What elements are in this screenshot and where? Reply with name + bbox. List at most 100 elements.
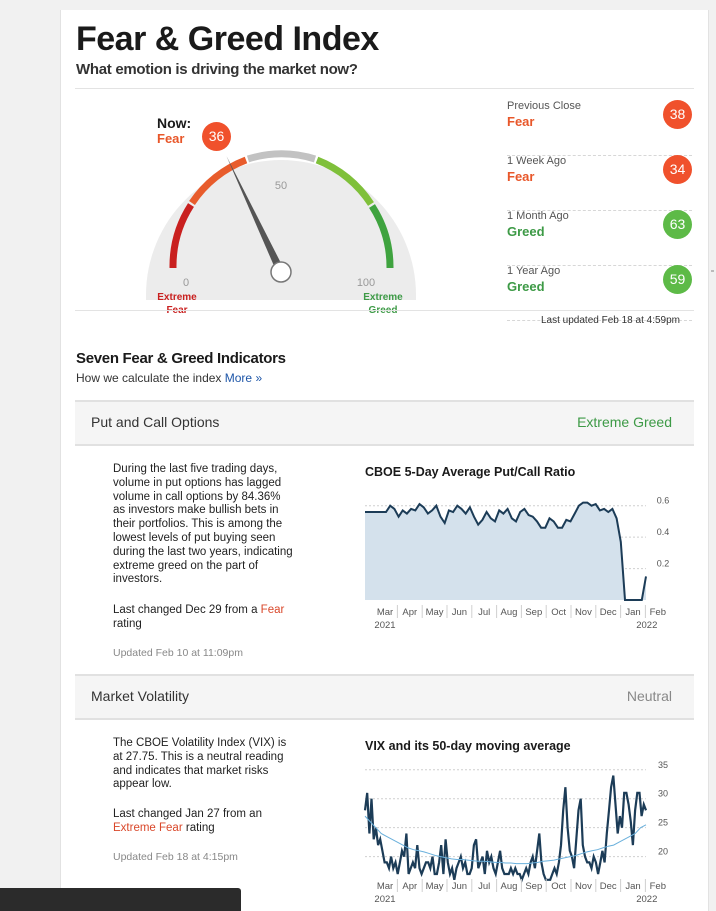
history-label: 1 Week Ago	[507, 155, 567, 167]
x-tick-label: Jun	[452, 607, 467, 618]
x-tick-label: Oct	[551, 881, 566, 892]
history-score-badge: 63	[663, 210, 692, 239]
vix-chart: 35 30 25 20 Mar Apr May Jun Jul Aug Sep Oct Nov Dec Ja…	[363, 760, 668, 905]
chart-title: VIX and its 50-day moving average	[365, 739, 571, 753]
history-score-badge: 59	[663, 265, 692, 294]
y-tick-label: 0.6	[657, 496, 670, 506]
changed-rating: Fear	[260, 604, 285, 616]
x-tick-label: Jul	[478, 881, 490, 892]
history-score-badge: 38	[663, 100, 692, 129]
indicator-updated: Updated Feb 18 at 4:15pm	[113, 851, 238, 863]
history-rating: Fear	[507, 169, 535, 184]
indicator-name: Market Volatility	[91, 688, 190, 704]
gauge-arc-neutral	[246, 150, 317, 163]
history-item: Previous Close Fear 38	[507, 100, 692, 156]
gauge-tick-0: 0	[183, 277, 189, 289]
changed-prefix: Last changed Dec 29 from a	[113, 604, 261, 616]
x-tick-label: Apr	[402, 607, 417, 618]
gauge-tick-100: 100	[357, 277, 375, 289]
gauge-arc-extreme-greed	[369, 204, 394, 269]
x-tick-label: Sep	[525, 607, 542, 618]
x-tick-label: Dec	[600, 607, 617, 618]
x-year-label: 2021	[374, 620, 395, 631]
x-tick-label: Mar	[377, 607, 393, 618]
now-score-badge: 36	[202, 122, 231, 151]
gauge-needle	[226, 156, 285, 274]
changed-suffix: rating	[182, 822, 215, 834]
gauge-needle-hub	[270, 261, 292, 283]
x-tick-label: Feb	[650, 881, 666, 892]
x-year-label: 2022	[636, 620, 657, 631]
indicator-rating: Extreme Greed	[577, 414, 672, 430]
series-line	[365, 501, 647, 601]
extreme-fear-label-line1: Extreme	[157, 292, 197, 303]
indicator-header-put-call[interactable]: Put and Call Options Extreme Greed	[75, 400, 694, 446]
chart-title: CBOE 5-Day Average Put/Call Ratio	[365, 465, 576, 479]
vix-line	[363, 775, 648, 883]
plot-area	[365, 764, 646, 874]
gauge-tick-50: 50	[275, 180, 287, 192]
divider	[75, 88, 694, 89]
indicator-rating: Neutral	[626, 688, 672, 704]
history-rating: Fear	[507, 114, 535, 129]
y-tick-label: 0.4	[657, 527, 670, 537]
indicators-title: Seven Fear & Greed Indicators	[76, 350, 286, 367]
more-link[interactable]: More »	[224, 371, 263, 385]
divider	[75, 310, 694, 311]
x-year-label: 2022	[636, 894, 657, 905]
history-label: 1 Year Ago	[507, 265, 561, 277]
gauge-arc-greed	[315, 156, 374, 206]
indicator-description: During the last five trading days, volum…	[113, 463, 293, 586]
x-tick-label: Nov	[575, 881, 592, 892]
indicators-subtitle-text: How we calculate the index	[76, 371, 222, 385]
indicators-subtitle: How we calculate the index More »	[76, 371, 262, 385]
moving-average-line	[364, 815, 647, 865]
series-area	[365, 502, 646, 600]
y-tick-label: 30	[658, 789, 668, 799]
now-label: Now:	[157, 115, 192, 131]
indicator-header-volatility[interactable]: Market Volatility Neutral	[75, 674, 694, 720]
history-rating: Greed	[507, 279, 545, 294]
y-tick-label: 25	[658, 818, 668, 828]
history-rating: Greed	[507, 224, 545, 239]
history-item: 1 Month Ago Greed 63	[507, 210, 692, 266]
page-title: Fear & Greed Index	[76, 20, 379, 58]
x-tick-label: Feb	[650, 607, 666, 618]
extreme-greed-label-line1: Extreme	[363, 292, 403, 303]
y-tick-label: 0.2	[657, 559, 670, 569]
bottom-toolbar[interactable]	[0, 888, 241, 911]
fear-greed-panel: Fear & Greed Index What emotion is drivi…	[60, 10, 709, 911]
x-tick-label: Nov	[575, 607, 592, 618]
x-tick-label: Dec	[600, 881, 617, 892]
x-tick-label: May	[426, 607, 444, 618]
changed-prefix: Last changed Jan 27 from an	[113, 808, 262, 820]
indicator-updated: Updated Feb 10 at 11:09pm	[113, 647, 243, 659]
x-tick-label: May	[426, 881, 444, 892]
y-tick-label: 20	[658, 847, 668, 857]
indicator-last-changed: Last changed Dec 29 from a Fear rating	[113, 603, 303, 631]
x-tick-label: Apr	[402, 881, 417, 892]
x-tick-label: Jan	[625, 607, 640, 618]
gauge-arc-fear	[189, 156, 248, 205]
x-tick-label: Jan	[625, 881, 640, 892]
now-rating: Fear	[157, 131, 185, 146]
history-item: 1 Year Ago Greed 59	[507, 265, 692, 321]
changed-suffix: rating	[113, 618, 142, 630]
put-call-chart: 0.6 0.4 0.2 Mar Apr May Jun Jul Aug Sep Oct Nov Dec J…	[365, 490, 670, 631]
x-tick-label: Jul	[478, 607, 490, 618]
x-tick-label: Jun	[452, 881, 467, 892]
last-updated: Last updated Feb 18 at 4:59pm	[541, 315, 680, 326]
indicator-name: Put and Call Options	[91, 414, 220, 430]
history-item: 1 Week Ago Fear 34	[507, 155, 692, 211]
fear-greed-gauge: 0 50 100 Extreme Fear Extreme Greed	[146, 150, 416, 316]
x-tick-label: Sep	[525, 881, 542, 892]
x-year-label: 2021	[374, 894, 395, 905]
y-tick-label: 35	[658, 760, 668, 770]
changed-rating: Extreme Fear	[113, 822, 183, 834]
gauge-arc-extreme-fear	[169, 203, 194, 269]
page-subtitle: What emotion is driving the market now?	[76, 61, 358, 78]
x-tick-label: Aug	[501, 607, 518, 618]
x-tick-label: Aug	[501, 881, 518, 892]
history-score-badge: 34	[663, 155, 692, 184]
history-label: 1 Month Ago	[507, 210, 569, 222]
